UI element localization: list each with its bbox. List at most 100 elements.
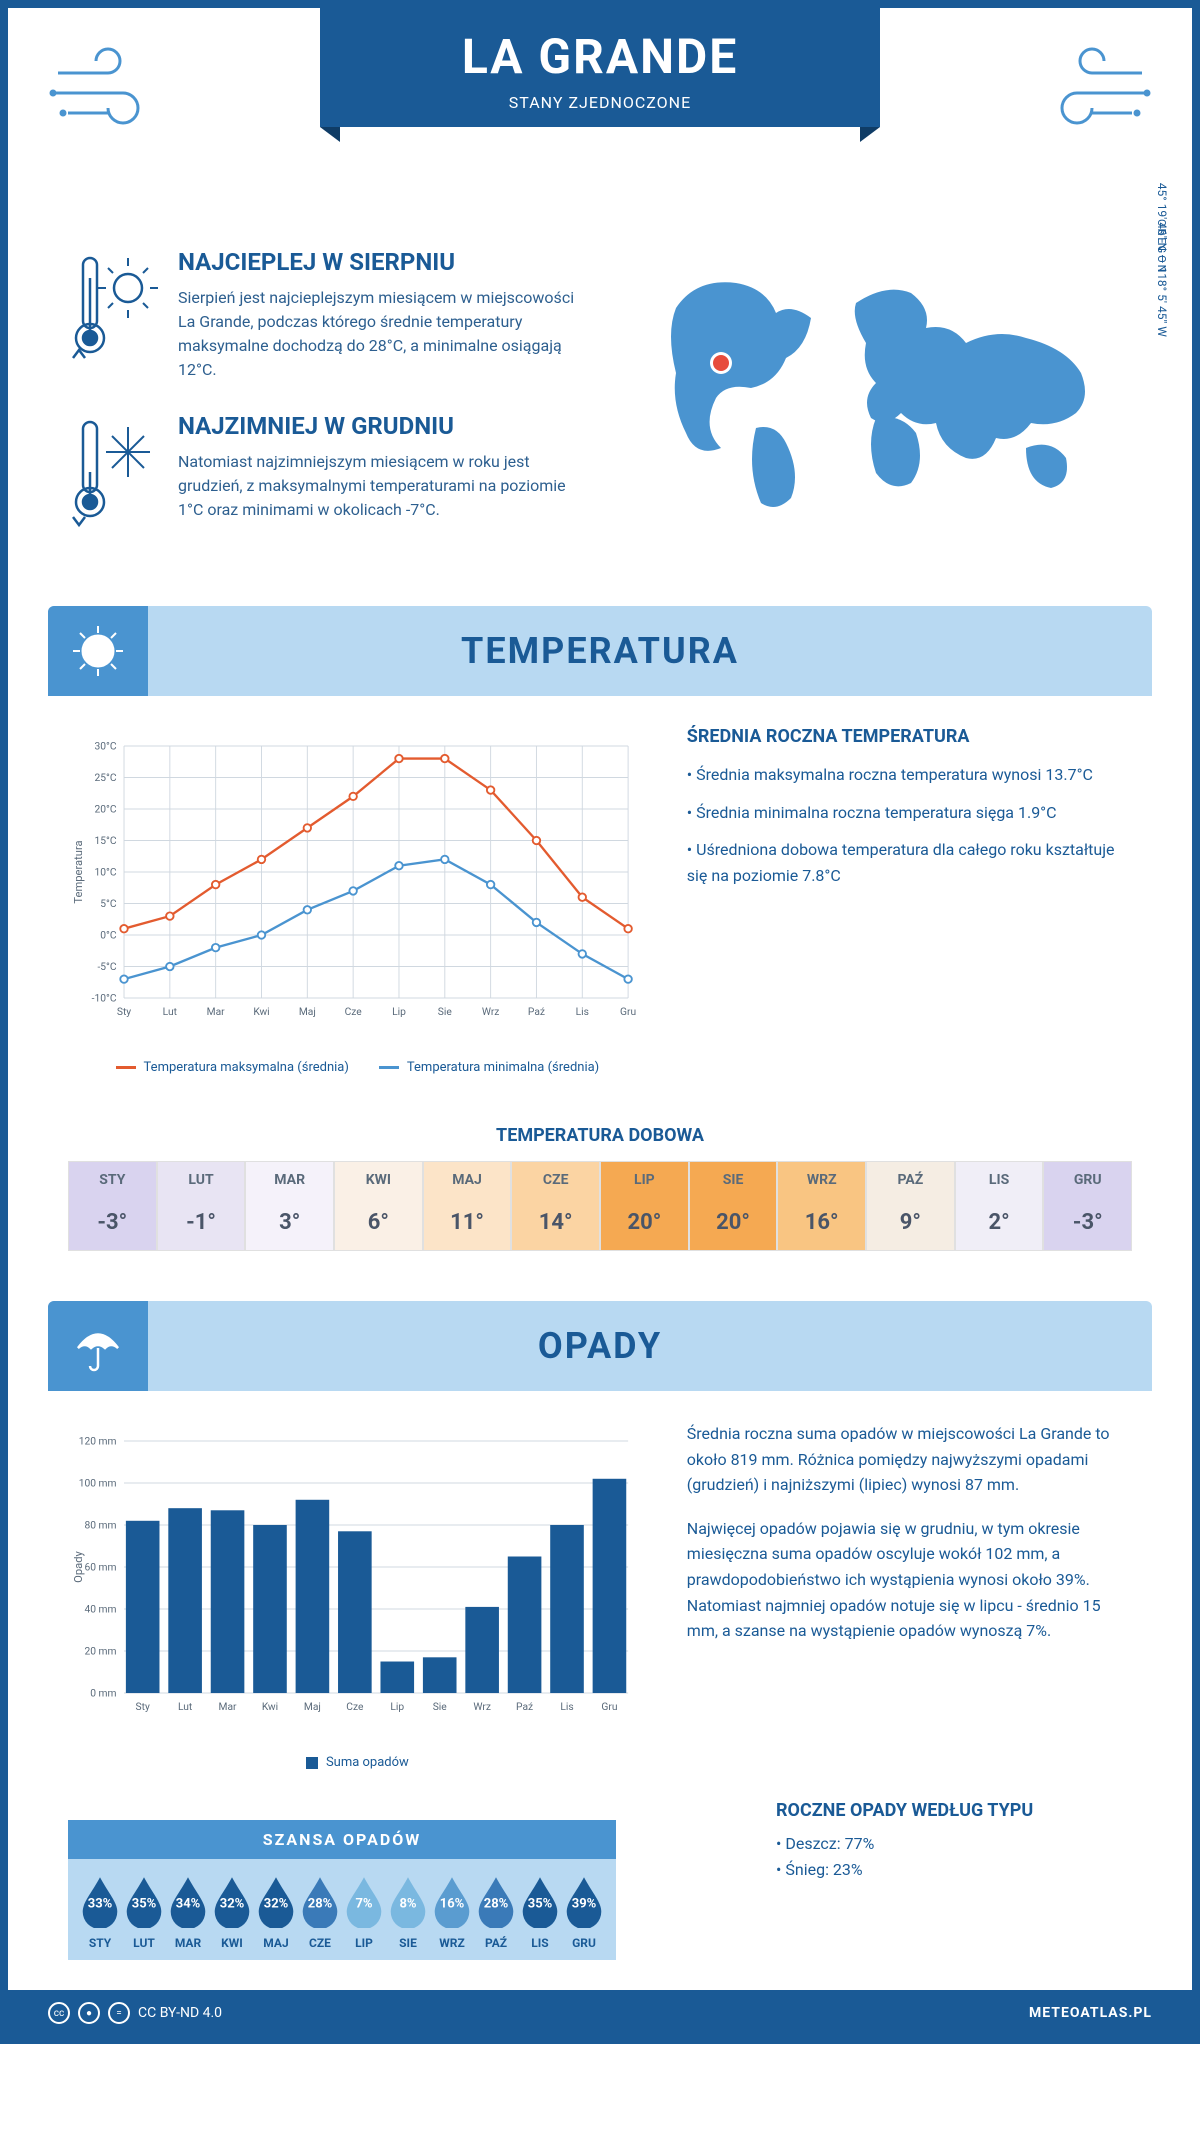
svg-text:Opady: Opady <box>72 1550 85 1582</box>
opady-section-header: OPADY <box>48 1301 1152 1391</box>
svg-text:Maj: Maj <box>299 1005 316 1018</box>
svg-text:Temperatura: Temperatura <box>72 840 85 903</box>
warmest-text: Sierpień jest najcieplejszym miesiącem w… <box>178 286 580 382</box>
opady-paragraph-1: Średnia roczna suma opadów w miejscowośc… <box>687 1421 1132 1498</box>
opady-text-column: Średnia roczna suma opadów w miejscowośc… <box>687 1421 1132 1770</box>
szansa-cell: 39%GRU <box>562 1874 606 1950</box>
svg-text:Kwi: Kwi <box>262 1700 278 1713</box>
cc-icon: cc <box>48 2002 70 2024</box>
svg-text:30°C: 30°C <box>95 740 117 753</box>
svg-text:60 mm: 60 mm <box>84 1561 116 1574</box>
svg-text:Sty: Sty <box>117 1005 131 1018</box>
annual-temp-title: ŚREDNIA ROCZNA TEMPERATURA <box>687 726 1132 747</box>
svg-text:Lip: Lip <box>392 1005 406 1018</box>
daily-temp-table: STY-3°LUT-1°MAR3°KWI6°MAJ11°CZE14°LIP20°… <box>68 1161 1132 1251</box>
svg-text:Wrz: Wrz <box>482 1005 500 1018</box>
wind-icon-left <box>48 38 178 142</box>
szansa-cell: 8%SIE <box>386 1874 430 1950</box>
szansa-cell: 28%PAŹ <box>474 1874 518 1950</box>
svg-text:Cze: Cze <box>345 1005 363 1018</box>
site-name: METEOATLAS.PL <box>1029 2005 1152 2021</box>
infographic-frame: LA GRANDE STANY ZJEDNOCZONE NAJCIEPLEJ W… <box>0 0 1200 2044</box>
annual-bullet-1: • Średnia maksymalna roczna temperatura … <box>687 762 1132 788</box>
daily-cell: MAR3° <box>245 1161 334 1251</box>
svg-text:Sty: Sty <box>136 1700 150 1713</box>
opady-paragraph-2: Najwięcej opadów pojawia się w grudniu, … <box>687 1516 1132 1644</box>
szansa-cell: 16%WRZ <box>430 1874 474 1950</box>
daily-cell: WRZ16° <box>777 1161 866 1251</box>
license-block: cc ● = CC BY-ND 4.0 <box>48 2002 222 2024</box>
legend-max: Temperatura maksymalna (średnia) <box>144 1060 349 1075</box>
szansa-cell: 7%LIP <box>342 1874 386 1950</box>
szansa-cell: 35%LIS <box>518 1874 562 1950</box>
annual-bullet-2: • Średnia minimalna roczna temperatura s… <box>687 800 1132 826</box>
svg-text:Sie: Sie <box>433 1700 448 1713</box>
svg-text:25°C: 25°C <box>95 771 117 784</box>
szansa-cell: 33%STY <box>78 1874 122 1950</box>
svg-text:10°C: 10°C <box>95 866 117 879</box>
svg-text:Gru: Gru <box>620 1005 636 1018</box>
daily-cell: SIE20° <box>689 1161 778 1251</box>
thermometer-hot-icon <box>68 248 158 382</box>
license-text: CC BY-ND 4.0 <box>138 2005 222 2021</box>
svg-text:Lis: Lis <box>576 1005 589 1018</box>
svg-text:40 mm: 40 mm <box>84 1603 116 1616</box>
daily-cell: LUT-1° <box>157 1161 246 1251</box>
legend-min: Temperatura minimalna (średnia) <box>407 1060 599 1075</box>
svg-text:Lut: Lut <box>178 1700 192 1713</box>
coldest-block: NAJZIMNIEJ W GRUDNIU Natomiast najzimnie… <box>68 412 580 536</box>
szansa-row: 33%STY35%LUT34%MAR32%KWI32%MAJ28%CZE7%LI… <box>68 1859 616 1960</box>
opady-title: OPADY <box>538 1325 662 1367</box>
by-icon: ● <box>78 2002 100 2024</box>
svg-text:20°C: 20°C <box>95 803 117 816</box>
city-title: LA GRANDE <box>400 28 800 85</box>
svg-text:Gru: Gru <box>601 1700 617 1713</box>
coldest-text: Natomiast najzimniejszym miesiącem w rok… <box>178 450 580 522</box>
temperature-legend: Temperatura maksymalna (średnia) Tempera… <box>68 1060 647 1075</box>
svg-text:80 mm: 80 mm <box>84 1519 116 1532</box>
svg-text:Paź: Paź <box>516 1700 533 1713</box>
warmest-title: NAJCIEPLEJ W SIERPNIU <box>178 248 580 276</box>
state-text: OREGON <box>1156 219 1169 275</box>
opady-bar-chart: 0 mm20 mm40 mm60 mm80 mm100 mm120 mmStyL… <box>68 1421 647 1770</box>
nd-icon: = <box>108 2002 130 2024</box>
country-subtitle: STANY ZJEDNOCZONE <box>400 93 800 112</box>
world-map-icon <box>620 248 1132 528</box>
daily-cell: STY-3° <box>68 1161 157 1251</box>
precip-rain: • Deszcz: 77% <box>776 1831 1132 1857</box>
svg-text:20 mm: 20 mm <box>84 1645 116 1658</box>
szansa-cell: 32%MAJ <box>254 1874 298 1950</box>
footer: cc ● = CC BY-ND 4.0 METEOATLAS.PL <box>8 1990 1192 2036</box>
daily-cell: LIP20° <box>600 1161 689 1251</box>
daily-cell: MAJ11° <box>423 1161 512 1251</box>
header: LA GRANDE STANY ZJEDNOCZONE <box>8 8 1192 228</box>
temperature-annual-text: ŚREDNIA ROCZNA TEMPERATURA • Średnia mak… <box>687 726 1132 1075</box>
thermometer-cold-icon <box>68 412 158 536</box>
szansa-title: SZANSA OPADÓW <box>68 1820 616 1859</box>
wind-icon-right <box>1022 38 1152 142</box>
daily-temp-title: TEMPERATURA DOBOWA <box>8 1125 1192 1146</box>
svg-text:120 mm: 120 mm <box>79 1435 117 1448</box>
sun-icon <box>48 606 148 696</box>
svg-text:Lip: Lip <box>390 1700 404 1713</box>
svg-text:Maj: Maj <box>304 1700 321 1713</box>
opady-legend: Suma opadów <box>68 1755 647 1770</box>
svg-text:Lis: Lis <box>560 1700 573 1713</box>
svg-text:Cze: Cze <box>346 1700 364 1713</box>
szansa-cell: 28%CZE <box>298 1874 342 1950</box>
temperature-title: TEMPERATURA <box>461 630 739 672</box>
svg-text:Kwi: Kwi <box>253 1005 269 1018</box>
svg-text:Lut: Lut <box>163 1005 177 1018</box>
daily-cell: GRU-3° <box>1043 1161 1132 1251</box>
daily-cell: KWI6° <box>334 1161 423 1251</box>
svg-text:0 mm: 0 mm <box>90 1687 116 1700</box>
svg-text:Paź: Paź <box>528 1005 545 1018</box>
warmest-block: NAJCIEPLEJ W SIERPNIU Sierpień jest najc… <box>68 248 580 382</box>
intro-text-column: NAJCIEPLEJ W SIERPNIU Sierpień jest najc… <box>68 248 580 566</box>
daily-cell: CZE14° <box>511 1161 600 1251</box>
svg-text:Sie: Sie <box>438 1005 453 1018</box>
svg-text:0°C: 0°C <box>100 929 117 942</box>
temperature-line-chart: -10°C-5°C0°C5°C10°C15°C20°C25°C30°CStyLu… <box>68 726 647 1075</box>
svg-text:Mar: Mar <box>207 1005 226 1018</box>
precip-type-block: ROCZNE OPADY WEDŁUG TYPU • Deszcz: 77% •… <box>716 1800 1192 1922</box>
